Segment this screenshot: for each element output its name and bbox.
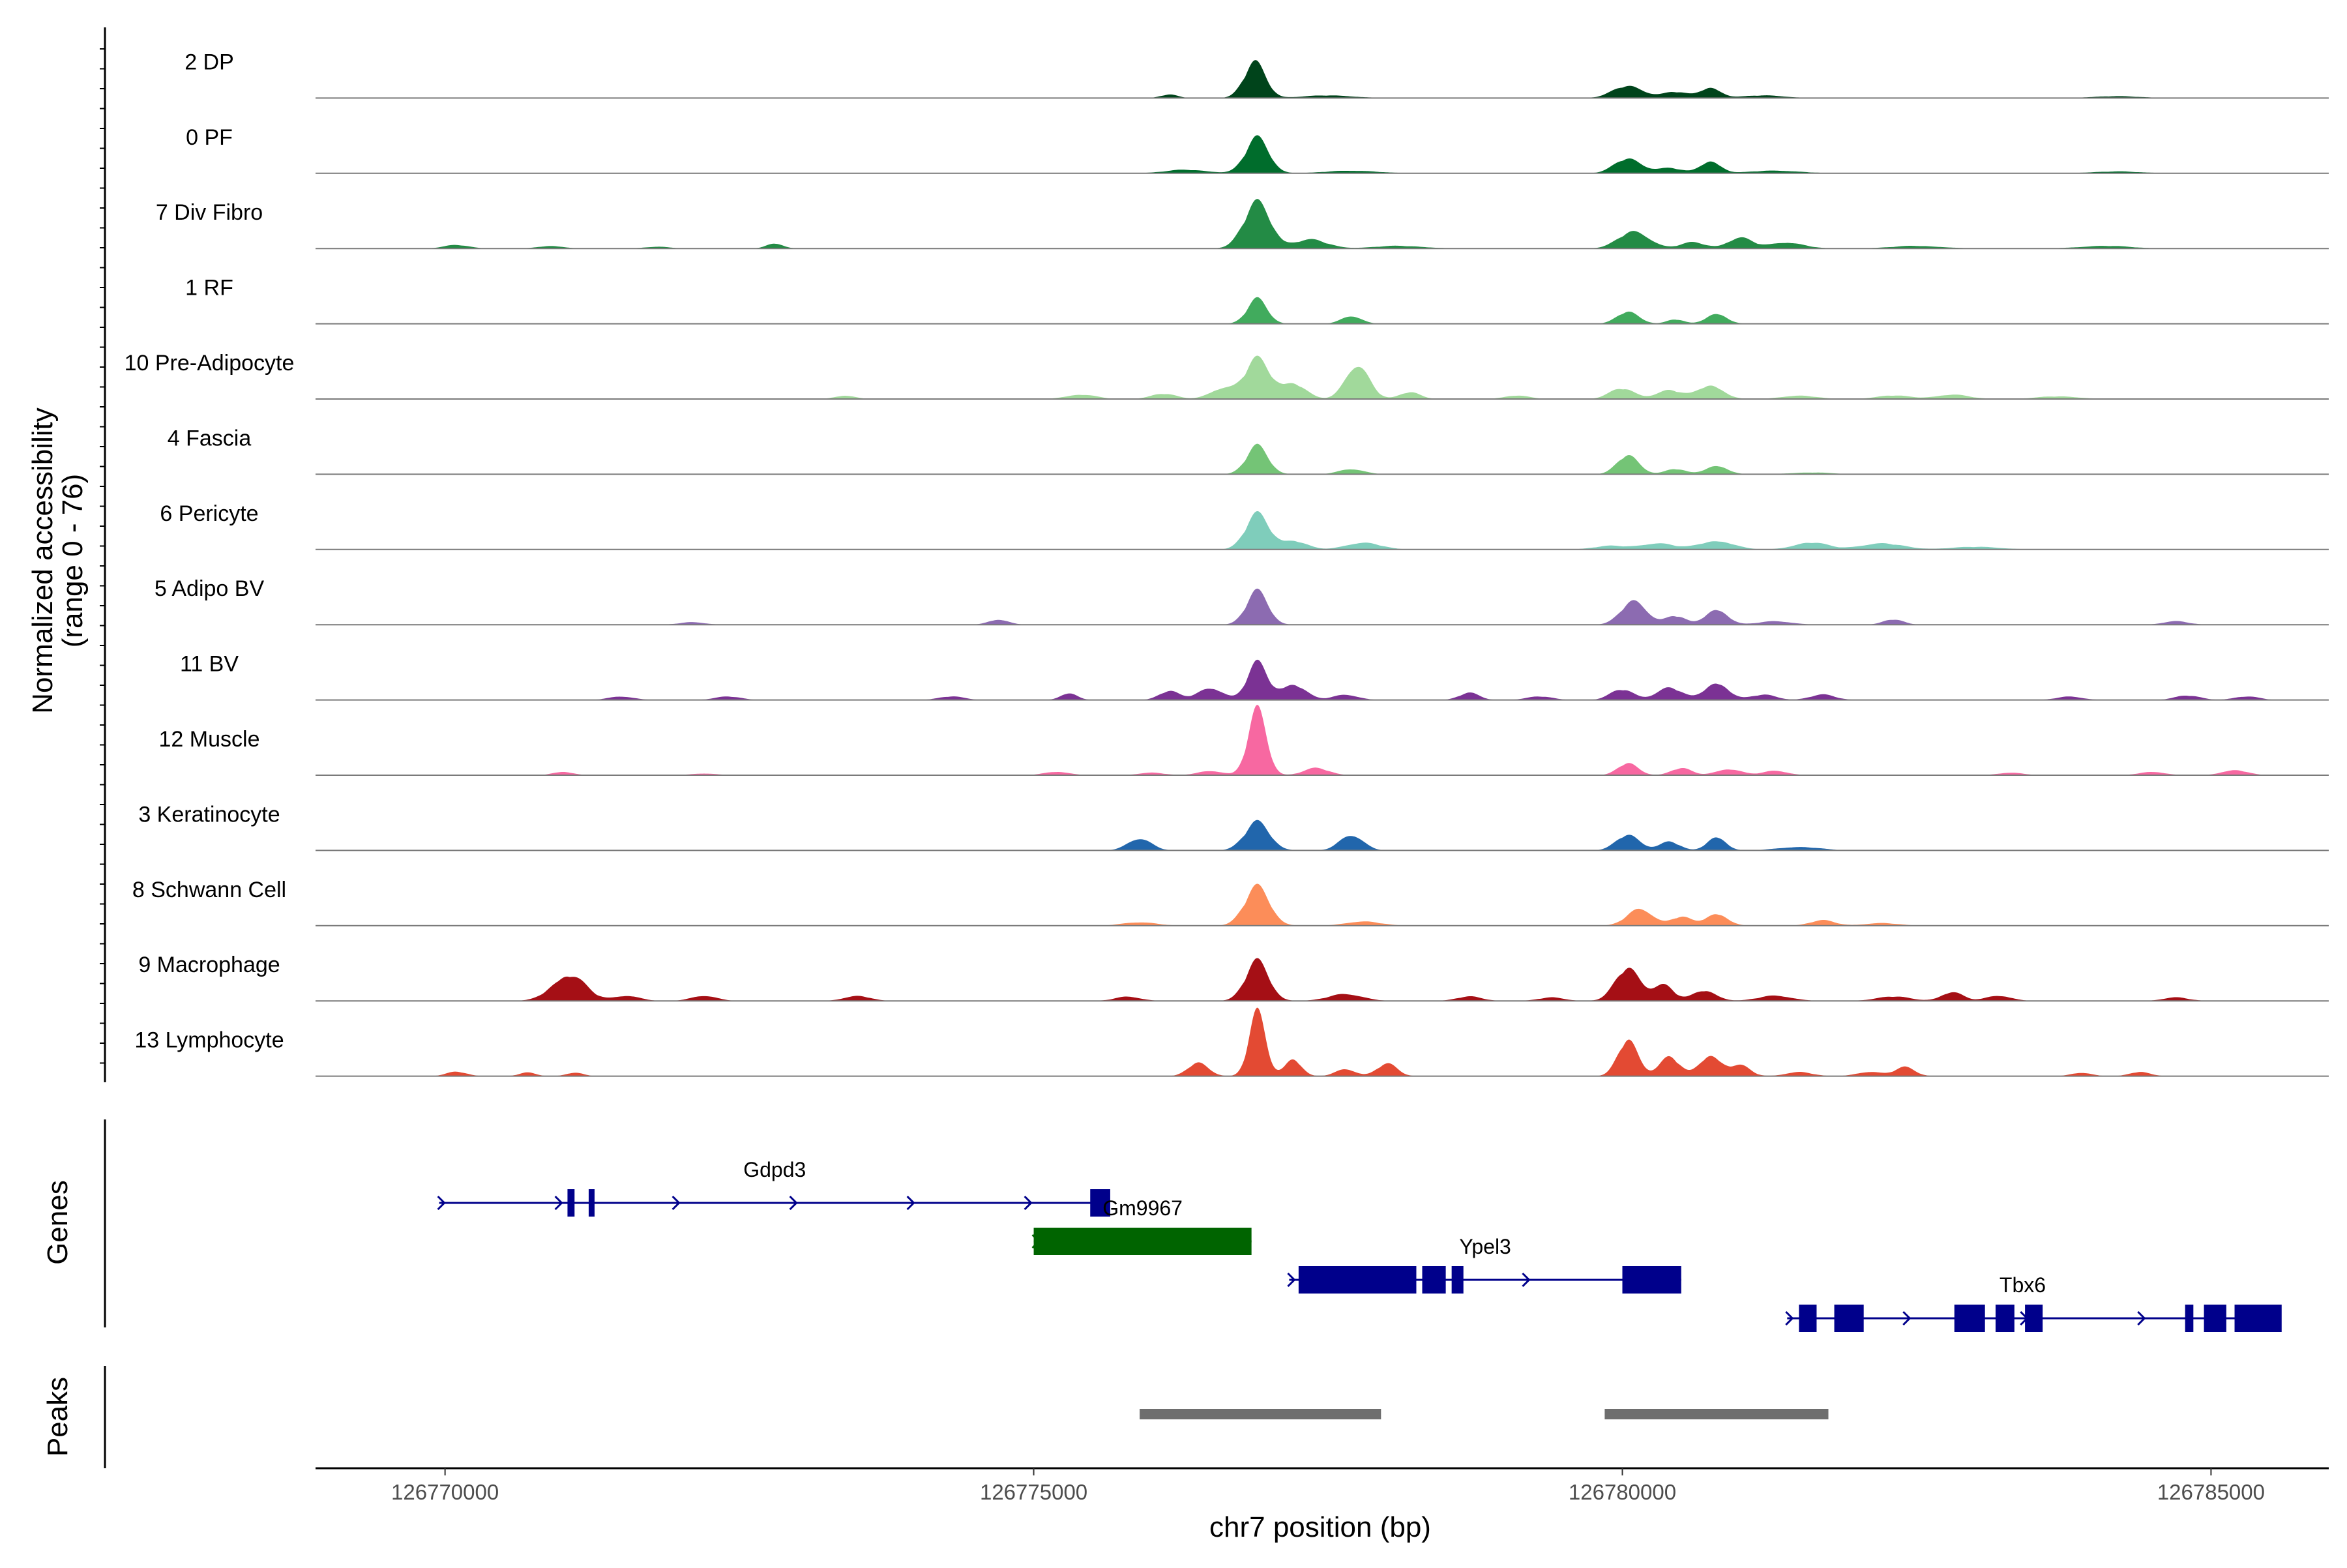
exon (2025, 1305, 2043, 1332)
coverage-area (316, 60, 2329, 98)
coverage-track: 13 Lymphocyte (134, 1007, 2329, 1077)
gene-annotation-track: Gdpd3 Gm9967 Ypel3 Tbx6 (437, 1158, 2282, 1332)
track-label: 3 Keratinocyte (138, 802, 280, 827)
track-label: 2 DP (185, 50, 234, 74)
peak-region-bar (1604, 1409, 1829, 1419)
track-label: 0 PF (186, 125, 233, 150)
coverage-area (316, 958, 2329, 1001)
strand-arrow (1902, 1310, 1912, 1326)
peak-region-track (1140, 1409, 1829, 1419)
exon (2204, 1305, 2226, 1332)
coverage-area (316, 297, 2329, 324)
track-label: 11 BV (180, 652, 239, 677)
gene-label: Gm9967 (1102, 1196, 1183, 1220)
coverage-area (316, 510, 2329, 550)
strand-arrow (906, 1195, 915, 1211)
track-label: 12 Muscle (159, 727, 260, 752)
coverage-area (316, 443, 2329, 475)
coverage-track: 12 Muscle (159, 704, 2329, 776)
peak-region-bar (1140, 1409, 1381, 1419)
track-label: 9 Macrophage (138, 953, 280, 977)
coverage-area (316, 355, 2329, 399)
exon (1298, 1266, 1417, 1294)
exon (1422, 1266, 1446, 1294)
coverage-tracks: 2 DP 0 PF 7 Div Fibro 1 RF 10 Pre-Adipocyte 4… (125, 50, 2329, 1077)
track-label: 7 Div Fibro (156, 200, 263, 225)
strand-arrow (437, 1195, 446, 1211)
strand-arrow (554, 1195, 563, 1211)
exon (2185, 1305, 2194, 1332)
strand-arrow (672, 1195, 681, 1211)
exon (1033, 1228, 1252, 1255)
coverage-track: 4 Fascia (168, 426, 2329, 475)
x-tick-label: 126780000 (1569, 1480, 1676, 1504)
exon (1451, 1266, 1464, 1294)
gene: Tbx6 (1785, 1273, 2282, 1332)
strand-arrow (789, 1195, 798, 1211)
track-label: 1 RF (185, 276, 233, 301)
exon (1954, 1305, 1985, 1332)
coverage-track: 3 Keratinocyte (138, 802, 2329, 851)
exon (1799, 1305, 1817, 1332)
coverage-area (316, 588, 2329, 625)
gene-label: Gdpd3 (743, 1158, 806, 1181)
coverage-track: 1 RF (185, 276, 2329, 325)
track-label: 13 Lymphocyte (134, 1028, 284, 1053)
y-axis-title-line-2: (range 0 - 76) (57, 474, 89, 648)
coverage-track: 10 Pre-Adipocyte (125, 351, 2329, 400)
coverage-track: 8 Schwann Cell (132, 878, 2329, 926)
coverage-area (316, 199, 2329, 249)
track-label: 4 Fascia (168, 426, 252, 451)
gene: Gdpd3 (437, 1158, 1110, 1217)
strand-arrow (1024, 1195, 1033, 1211)
genes-panel-title: Genes (42, 1180, 74, 1265)
exon (588, 1189, 595, 1217)
coverage-track: 5 Adipo BV (155, 576, 2329, 626)
coverage-area (316, 1007, 2329, 1076)
coverage-area (316, 883, 2329, 926)
track-label: 8 Schwann Cell (132, 878, 286, 902)
track-label: 6 Pericyte (160, 501, 258, 526)
coverage-track: 6 Pericyte (160, 501, 2329, 550)
exon (1090, 1189, 1110, 1217)
exon (1622, 1266, 1681, 1294)
gene: Ypel3 (1287, 1235, 1681, 1294)
y-axis-title-line-1: Normalized accessibility (27, 407, 59, 713)
exon (567, 1189, 575, 1217)
coverage-track: 11 BV (180, 652, 2329, 701)
strand-arrow (2137, 1310, 2146, 1326)
coverage-area (316, 659, 2329, 700)
track-label: 5 Adipo BV (155, 576, 265, 601)
gene-label: Tbx6 (2000, 1273, 2046, 1297)
peaks-panel-title: Peaks (42, 1377, 74, 1457)
x-axis-title: chr7 position (bp) (1209, 1511, 1431, 1543)
coverage-area (316, 704, 2329, 775)
x-axis: 126770000 126775000 126780000 126785000 (316, 1467, 2329, 1504)
coverage-area (316, 820, 2329, 851)
coverage-track: 9 Macrophage (138, 953, 2329, 1002)
x-tick-label: 126770000 (391, 1480, 499, 1504)
x-tick-label: 126775000 (980, 1480, 1087, 1504)
strand-arrow (1785, 1310, 1794, 1326)
strand-arrow (1287, 1272, 1296, 1288)
gene: Gm9967 (1031, 1196, 1252, 1255)
exon (2234, 1305, 2282, 1332)
coverage-track: 2 DP (185, 50, 2329, 99)
coverage-area (316, 135, 2329, 173)
coverage-track: 7 Div Fibro (156, 199, 2329, 250)
coverage-track: 0 PF (186, 125, 2329, 174)
x-tick-label: 126785000 (2157, 1480, 2265, 1504)
strand-arrow (1522, 1272, 1531, 1288)
exon (1995, 1305, 2015, 1332)
left-axes (100, 27, 106, 1468)
exon (1834, 1305, 1864, 1332)
track-label: 10 Pre-Adipocyte (125, 351, 295, 376)
gene-label: Ypel3 (1459, 1235, 1511, 1258)
